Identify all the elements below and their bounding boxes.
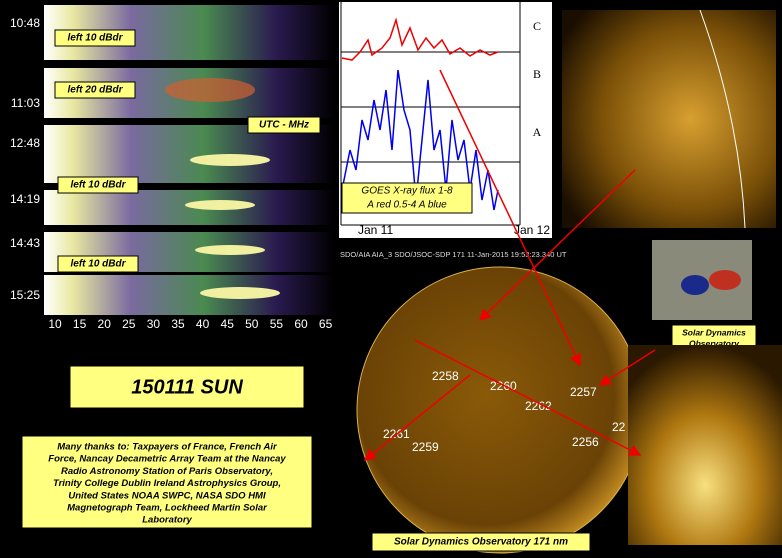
- sdo-caption: Solar Dynamics Observatory 171 nm: [394, 537, 568, 548]
- caption-box: [371, 532, 591, 552]
- spectrogram-labels: left 10 dBdr left 20 dBdr UTC - MHz left 10…: [54, 29, 321, 273]
- freq-label: 65: [319, 317, 333, 331]
- goes-date: Jan 11: [358, 223, 393, 237]
- goes-text: C B A GOES X-ray flux 1-8 A red 0.5-4 A blue…: [341, 19, 550, 237]
- frequency-axis: 10 15 20 25 30 35 40 45 50 55 60 65: [48, 317, 332, 331]
- magnetogram-spot: [709, 270, 741, 290]
- freq-label: 25: [122, 317, 136, 331]
- zoom-image: [628, 345, 782, 545]
- region-label: 2257: [570, 385, 597, 399]
- goes-caption: A red 0.5-4 A blue: [366, 200, 447, 211]
- spectrogram-label: left 10 dBdr: [70, 180, 126, 191]
- title-box: [69, 365, 305, 409]
- thanks-line: United States NOAA SWPC, NASA SDO HMI: [68, 490, 266, 501]
- spectrogram-label: left 10 dBdr: [67, 33, 123, 44]
- goes-caption-box: [341, 182, 473, 214]
- sdo-header: SDO/AIA AIA_3 SDO/JSOC-SDP 171 11-Jan-20…: [340, 250, 567, 259]
- time-label: 10:48: [10, 16, 40, 30]
- goes-class: A: [533, 125, 542, 139]
- region-label: 2262: [525, 399, 552, 413]
- freq-label: 20: [98, 317, 112, 331]
- goes-date: Jan 12: [514, 223, 550, 237]
- freq-label: 45: [221, 317, 235, 331]
- spectrogram: [44, 5, 334, 315]
- goes-class: C: [533, 19, 541, 33]
- sun-disk: [356, 266, 644, 554]
- time-label: 15:25: [10, 288, 40, 302]
- limb-image: [562, 10, 776, 228]
- freq-label: 55: [270, 317, 284, 331]
- freq-label: 40: [196, 317, 210, 331]
- time-label: 11:03: [11, 96, 40, 110]
- title: 150111 SUN: [131, 376, 243, 398]
- limb-line: [699, 9, 746, 229]
- freq-label: 35: [171, 317, 185, 331]
- thanks-line: Trinity College Dublin Ireland Astrophys…: [53, 478, 281, 489]
- arrows: [363, 69, 656, 461]
- label-box: [57, 255, 139, 273]
- thanks-line: Radio Astronomy Station of Paris Observa…: [61, 466, 273, 477]
- spectrogram-label: UTC - MHz: [259, 120, 309, 131]
- magnetogram-label-line: Solar Dynamics: [682, 327, 746, 337]
- region-label: 2256: [572, 435, 599, 449]
- time-label: 14:43: [10, 236, 40, 250]
- thanks: Many thanks to: Taxpayers of France, Fre…: [48, 442, 286, 526]
- time-label: 14:19: [10, 192, 40, 206]
- time-label: 12:48: [10, 136, 40, 150]
- goes-caption: GOES X-ray flux 1-8: [361, 186, 453, 197]
- label-box: [247, 116, 321, 134]
- region-label: 2260: [490, 379, 517, 393]
- magnetogram-spot: [681, 275, 709, 295]
- freq-label: 50: [245, 317, 259, 331]
- freq-label: 30: [147, 317, 161, 331]
- label-box: [57, 176, 139, 194]
- thanks-line: Laboratory: [142, 515, 192, 526]
- label-box: [54, 29, 136, 47]
- spectrogram-label: left 10 dBdr: [70, 259, 126, 270]
- freq-label: 10: [48, 317, 62, 331]
- thanks-box: [21, 435, 313, 529]
- region-label: 2258: [432, 369, 459, 383]
- goes-class: B: [533, 67, 541, 81]
- time-labels: 10:48 11:03 12:48 14:19 14:43 15:25: [10, 16, 40, 302]
- freq-label: 15: [73, 317, 87, 331]
- label-box: [54, 81, 136, 99]
- region-label: 22: [612, 420, 626, 434]
- region-label: 2259: [412, 440, 439, 454]
- magnetogram-label-line: Observatory: [689, 338, 740, 348]
- spectrogram-label: left 20 dBdr: [67, 85, 123, 96]
- freq-label: 60: [294, 317, 308, 331]
- thanks-line: Magnetograph Team, Lockheed Martin Solar: [67, 503, 268, 514]
- thanks-line: Many thanks to: Taxpayers of France, Fre…: [57, 442, 278, 453]
- thanks-line: Force, Nancay Decametric Array Team at t…: [48, 454, 286, 465]
